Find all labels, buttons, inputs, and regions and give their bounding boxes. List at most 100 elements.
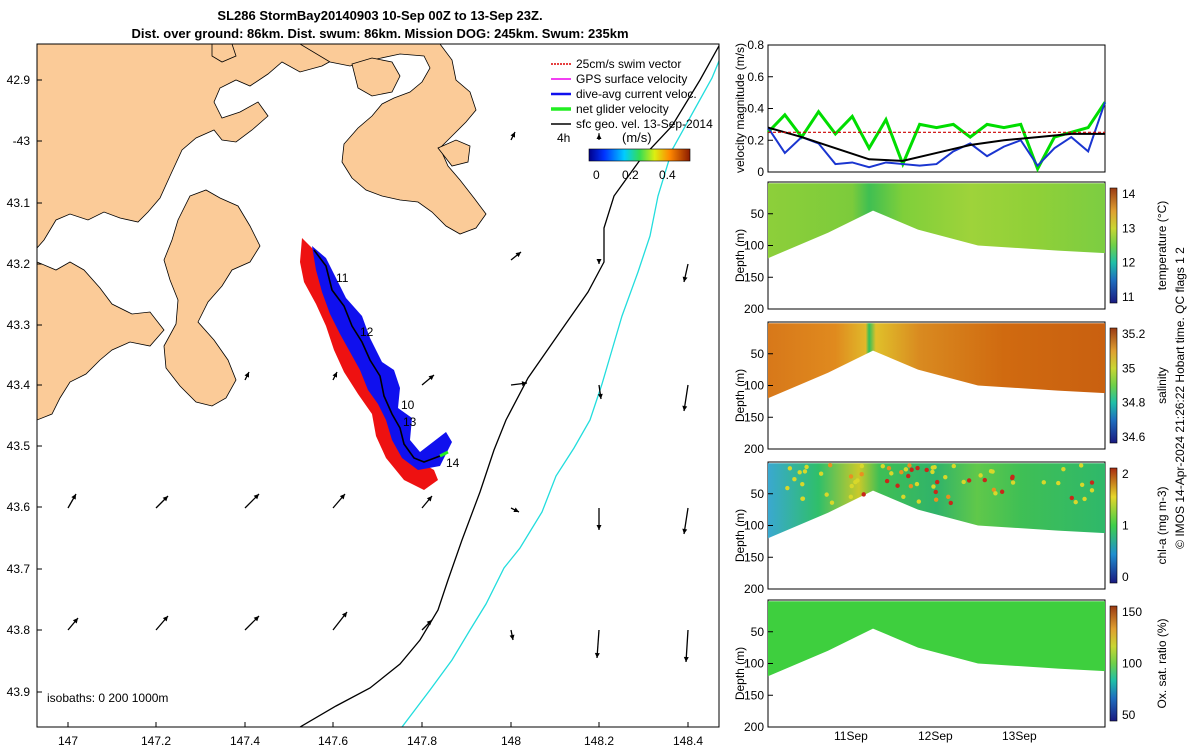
colorbar-tick-2: 0.4 bbox=[659, 168, 676, 182]
colorbar-label: salinity bbox=[1155, 367, 1169, 404]
depth-tick-label: 50 bbox=[751, 207, 765, 221]
colorbar-label: Ox. sat. ratio (%) bbox=[1155, 618, 1169, 708]
depth-tick-label: 200 bbox=[744, 302, 764, 316]
colorbar-tick-label: 0 bbox=[1122, 570, 1129, 584]
chl-sample-dot bbox=[991, 487, 997, 493]
chl-sample-dot bbox=[982, 477, 987, 483]
current-arrowhead bbox=[426, 620, 432, 626]
depth-tick-label: 100 bbox=[744, 379, 764, 393]
depth-tick-label: 50 bbox=[751, 625, 765, 639]
section-colorbar bbox=[1109, 605, 1118, 722]
section-panel: 50 100 150 200 Depth (m) 0 1 2 chl-a (mg m-3) bbox=[733, 461, 1169, 596]
speed-colorbar bbox=[588, 148, 691, 162]
colorbar-tick-label: 35.2 bbox=[1122, 327, 1146, 341]
chl-sample-dot bbox=[792, 477, 797, 482]
chl-sample-dot bbox=[933, 497, 939, 502]
map-xtick-label: 147.6 bbox=[318, 734, 348, 748]
chl-sample-dot bbox=[946, 494, 951, 500]
land-island-3 bbox=[437, 139, 471, 167]
chl-sample-dot bbox=[1073, 499, 1078, 505]
depth-tick-label: 100 bbox=[744, 519, 764, 533]
map-legend: 25cm/s swim vector GPS surface velocity … bbox=[551, 57, 713, 182]
chl-sample-dot bbox=[1079, 482, 1085, 487]
current-arrowhead bbox=[253, 616, 259, 622]
chl-sample-dot bbox=[889, 471, 894, 476]
map-xtick-label: 148 bbox=[501, 734, 521, 748]
depth-ylabel: Depth (m) bbox=[733, 647, 747, 700]
current-arrowhead bbox=[597, 393, 603, 399]
map-xtick-label: 147.8 bbox=[407, 734, 437, 748]
map-panel: 11 12 10 13 14 147 147.2 147.4 147.6 147.8 14… bbox=[7, 43, 720, 748]
land-north bbox=[37, 44, 351, 249]
date-13sep: 13Sep bbox=[1002, 729, 1037, 743]
map-xtick-label: 148.4 bbox=[673, 734, 703, 748]
chl-sample-dot bbox=[1010, 474, 1015, 480]
depth-tick-label: 100 bbox=[744, 239, 764, 253]
chl-sample-dot bbox=[999, 489, 1005, 494]
isobath-200m bbox=[299, 44, 719, 727]
chl-sample-dot bbox=[1056, 480, 1061, 486]
current-arrowhead bbox=[253, 494, 259, 500]
chl-sample-dot bbox=[906, 473, 911, 479]
current-arrowhead bbox=[682, 528, 688, 534]
chl-sample-dot bbox=[787, 466, 793, 471]
map-y-axis: 42.9 -43 43.1 43.2 43.3 43.4 43.5 43.6 43.7 43.8 4… bbox=[7, 73, 42, 699]
section-panel: 50 100 150 200 Depth (m) 34.6 34.8 35 35.2 salini… bbox=[733, 321, 1169, 456]
land-west bbox=[37, 261, 165, 421]
depth-ylabel: Depth (m) bbox=[733, 509, 747, 562]
chl-sample-dot bbox=[1061, 466, 1066, 472]
depth-tick-label: 200 bbox=[744, 720, 764, 734]
current-arrows bbox=[67, 131, 689, 663]
chl-sample-dot bbox=[800, 481, 805, 487]
chl-sample-dot bbox=[827, 463, 833, 468]
chl-sample-dot bbox=[916, 499, 922, 504]
velocity-panel: 0 0.2 0.4 0.6 0.8 velocity magnitude (m/s) bbox=[733, 38, 1107, 179]
chl-sample-dot bbox=[1089, 480, 1095, 485]
colorbar-tick-label: 50 bbox=[1122, 708, 1136, 722]
colorbar-label: temperature (°C) bbox=[1155, 201, 1169, 291]
current-arrowhead bbox=[162, 496, 168, 502]
chl-sample-dot bbox=[1069, 495, 1075, 501]
chl-sample-dot bbox=[903, 467, 909, 472]
current-arrowhead bbox=[71, 494, 76, 500]
colorbar-tick-label: 2 bbox=[1122, 467, 1129, 481]
chl-sample-dot bbox=[924, 467, 929, 473]
current-arrowhead bbox=[509, 634, 515, 640]
legend-net: net glider velocity bbox=[576, 102, 669, 116]
chl-sample-dot bbox=[1041, 480, 1046, 485]
current-arrowhead bbox=[428, 375, 434, 381]
current-arrowhead bbox=[521, 381, 527, 387]
chl-sample-dot bbox=[859, 471, 864, 477]
velocity-ytick-label: 0.2 bbox=[747, 133, 764, 147]
current-arrowhead bbox=[682, 405, 688, 411]
depth-ylabel: Depth (m) bbox=[733, 369, 747, 422]
chl-sample-dot bbox=[804, 464, 809, 470]
colorbar-tick-label: 11 bbox=[1122, 290, 1135, 304]
chl-sample-dot bbox=[1089, 488, 1095, 493]
chl-sample-dot bbox=[855, 478, 860, 483]
colorbar-tick-label: 14 bbox=[1122, 187, 1136, 201]
colorbar-tick-label: 12 bbox=[1122, 256, 1136, 270]
chl-sample-dot bbox=[849, 483, 854, 489]
map-ytick-label: 43.4 bbox=[7, 378, 31, 392]
map-xtick-label: 148.2 bbox=[584, 734, 614, 748]
chl-sample-dot bbox=[966, 478, 972, 483]
current-arrowhead bbox=[682, 276, 688, 282]
colorbar-tick-label: 34.6 bbox=[1122, 430, 1146, 444]
chl-sample-dot bbox=[848, 494, 854, 500]
map-xtick-label: 147 bbox=[58, 734, 78, 748]
chl-sample-dot bbox=[935, 479, 940, 485]
chl-sample-dot bbox=[884, 478, 890, 484]
chl-sample-dot bbox=[909, 467, 914, 472]
velocity-ytick-label: 0.4 bbox=[747, 102, 764, 116]
day-label-12: 12 bbox=[360, 325, 374, 339]
chl-sample-dot bbox=[901, 494, 906, 500]
map-xtick-label: 147.4 bbox=[230, 734, 260, 748]
colorbar-tick-label: 150 bbox=[1122, 605, 1142, 619]
current-arrowhead bbox=[594, 652, 600, 658]
map-ytick-label: 43.7 bbox=[7, 562, 31, 576]
current-arrow bbox=[685, 629, 689, 663]
chl-sample-dot bbox=[818, 471, 824, 476]
colorbar-tick-label: 100 bbox=[1122, 657, 1142, 671]
